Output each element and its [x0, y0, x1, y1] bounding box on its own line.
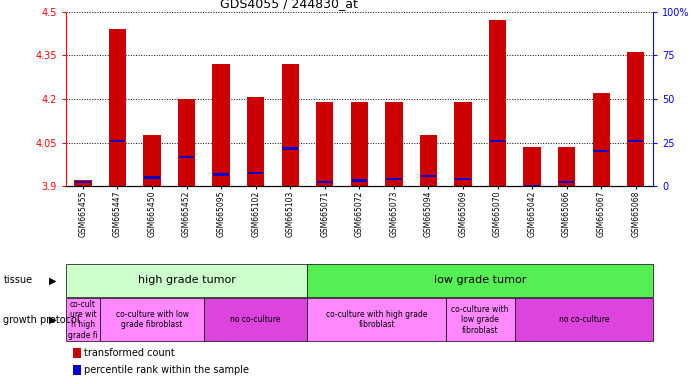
Bar: [204, 298, 307, 341]
Text: co-culture with low
grade fibroblast: co-culture with low grade fibroblast: [115, 310, 189, 329]
Text: transformed count: transformed count: [84, 348, 174, 358]
Bar: [109, 29, 126, 186]
Bar: [178, 99, 195, 186]
Text: no co-culture: no co-culture: [230, 315, 281, 324]
Bar: [559, 181, 574, 183]
Text: high grade tumor: high grade tumor: [138, 275, 236, 285]
Bar: [307, 264, 653, 297]
Text: ▶: ▶: [50, 275, 57, 285]
Bar: [179, 156, 194, 158]
Text: ▶: ▶: [50, 314, 57, 325]
Bar: [213, 64, 229, 186]
Bar: [66, 264, 307, 297]
Bar: [421, 175, 436, 177]
Bar: [524, 147, 540, 186]
Bar: [66, 298, 100, 341]
Bar: [558, 147, 575, 186]
Title: GDS4055 / 244830_at: GDS4055 / 244830_at: [220, 0, 358, 10]
Bar: [74, 180, 91, 186]
Bar: [592, 93, 609, 186]
Bar: [247, 98, 264, 186]
Text: co-culture with
low grade
fibroblast: co-culture with low grade fibroblast: [451, 305, 509, 334]
Bar: [386, 102, 402, 186]
Bar: [352, 179, 367, 182]
Bar: [386, 178, 401, 180]
Bar: [100, 298, 204, 341]
Bar: [490, 140, 505, 142]
Bar: [351, 102, 368, 186]
Text: low grade tumor: low grade tumor: [434, 275, 527, 285]
Bar: [143, 135, 160, 186]
Text: percentile rank within the sample: percentile rank within the sample: [84, 365, 249, 376]
Text: co-cult
ure wit
h high
grade fi: co-cult ure wit h high grade fi: [68, 300, 98, 340]
Text: co-culture with high grade
fibroblast: co-culture with high grade fibroblast: [326, 310, 427, 329]
Bar: [627, 52, 644, 186]
Bar: [628, 140, 643, 142]
Bar: [75, 181, 91, 183]
Bar: [446, 298, 515, 341]
Bar: [214, 174, 229, 176]
Bar: [515, 298, 653, 341]
Bar: [282, 64, 299, 186]
Bar: [316, 102, 333, 186]
Bar: [110, 140, 125, 142]
Bar: [594, 150, 609, 152]
Bar: [317, 181, 332, 183]
Bar: [283, 147, 298, 149]
Bar: [144, 176, 160, 179]
Text: growth protocol: growth protocol: [3, 314, 80, 325]
Bar: [455, 102, 471, 186]
Text: no co-culture: no co-culture: [558, 315, 609, 324]
Text: tissue: tissue: [3, 275, 32, 285]
Bar: [524, 185, 540, 187]
Bar: [248, 172, 263, 174]
Bar: [307, 298, 446, 341]
Bar: [455, 178, 471, 180]
Bar: [489, 20, 506, 186]
Bar: [420, 135, 437, 186]
